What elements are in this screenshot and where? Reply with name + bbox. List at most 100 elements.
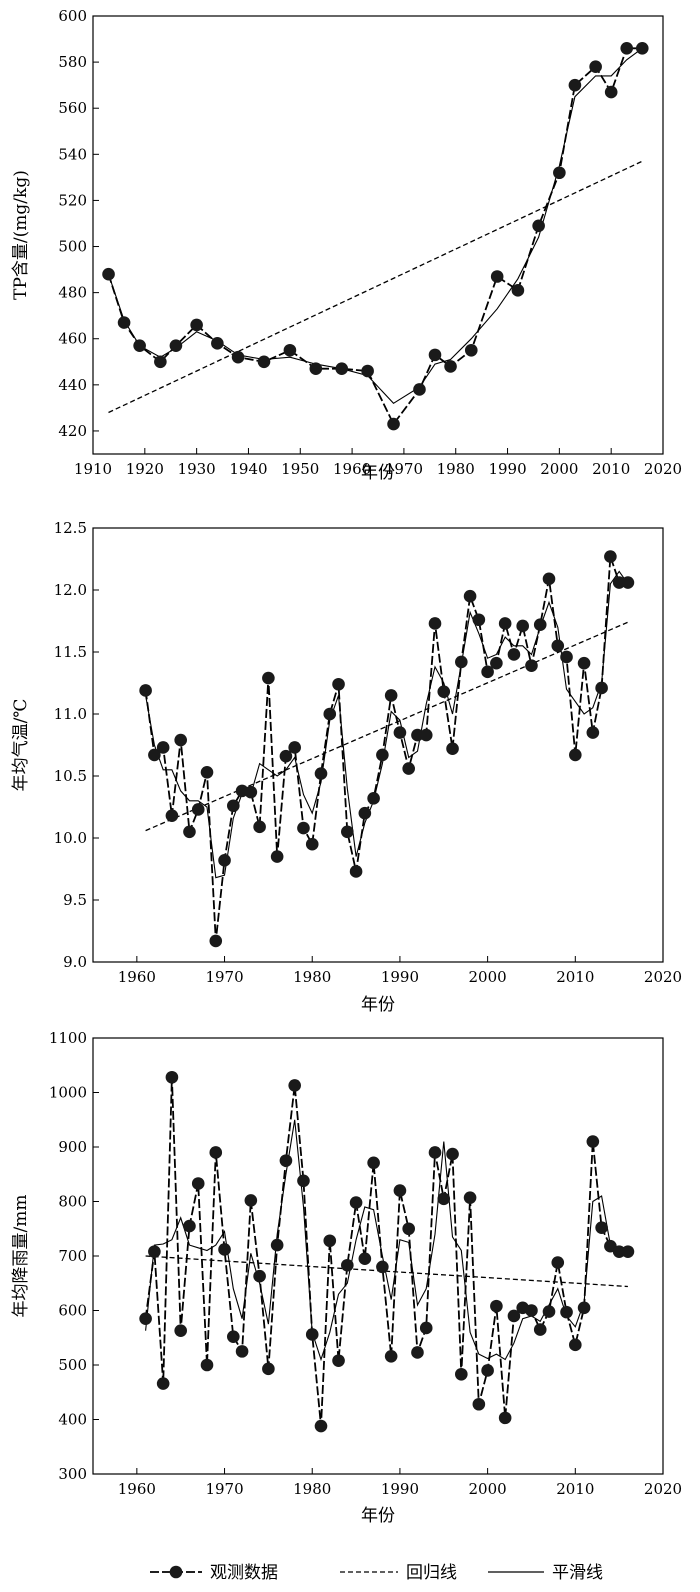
observed-point bbox=[595, 681, 608, 695]
observed-point bbox=[525, 1304, 538, 1317]
observed-point bbox=[139, 684, 152, 697]
observed-point bbox=[428, 348, 442, 362]
observed-point bbox=[279, 749, 293, 763]
observed-point bbox=[568, 78, 582, 92]
observed-point bbox=[413, 383, 426, 396]
x-tick-label: 2010 bbox=[556, 1480, 594, 1498]
observed-point bbox=[455, 655, 468, 669]
y-tick-label: 10.5 bbox=[54, 767, 87, 785]
x-tick-label: 2010 bbox=[592, 460, 630, 478]
observed-point bbox=[507, 648, 521, 661]
y-tick-label: 540 bbox=[58, 145, 87, 163]
observed-point bbox=[472, 613, 486, 627]
observed-point bbox=[620, 41, 634, 55]
y-tick-label: 480 bbox=[58, 284, 87, 302]
observed-point bbox=[257, 355, 271, 369]
x-tick-label: 1950 bbox=[281, 460, 319, 478]
observed-point bbox=[349, 865, 363, 878]
observed-point bbox=[464, 343, 478, 357]
observed-point bbox=[393, 726, 407, 739]
observed-point bbox=[463, 1191, 477, 1204]
observed-point bbox=[148, 748, 161, 762]
observed-point bbox=[384, 689, 398, 702]
observed-point bbox=[309, 362, 323, 376]
observed-point bbox=[270, 1238, 284, 1252]
observed-point bbox=[437, 1192, 451, 1206]
observed-point bbox=[335, 362, 349, 376]
observed-point bbox=[361, 364, 374, 378]
x-tick-label: 1940 bbox=[229, 460, 267, 478]
y-tick-label: 9.5 bbox=[63, 891, 87, 909]
observed-point bbox=[253, 1269, 266, 1283]
observed-point bbox=[419, 728, 433, 742]
observed-point bbox=[102, 267, 115, 281]
observed-point bbox=[533, 618, 547, 632]
observed-point bbox=[279, 1154, 293, 1167]
y-tick-label: 600 bbox=[58, 7, 87, 25]
y-axis-title: 年均气温/℃ bbox=[11, 699, 31, 792]
observed-point bbox=[148, 1245, 161, 1258]
observed-point bbox=[419, 1321, 433, 1335]
observed-point bbox=[595, 1221, 608, 1234]
x-tick-label: 2020 bbox=[644, 1480, 682, 1498]
observed-point bbox=[511, 284, 525, 297]
y-tick-label: 400 bbox=[58, 1411, 87, 1429]
y-tick-label: 520 bbox=[58, 191, 87, 209]
observed-point bbox=[139, 1312, 152, 1325]
observed-point bbox=[446, 1147, 459, 1161]
observed-point bbox=[341, 1258, 354, 1272]
x-tick-label: 1960 bbox=[333, 460, 371, 478]
observed-point bbox=[200, 765, 214, 779]
x-tick-label: 1910 bbox=[74, 460, 112, 478]
x-tick-label: 2000 bbox=[469, 968, 507, 986]
x-tick-label: 1920 bbox=[126, 460, 164, 478]
observed-point bbox=[402, 762, 415, 775]
observed-point bbox=[569, 748, 582, 762]
observed-point bbox=[183, 1219, 196, 1233]
x-tick-label: 1970 bbox=[205, 1480, 243, 1498]
y-tick-label: 900 bbox=[58, 1138, 87, 1156]
observed-point bbox=[411, 728, 424, 742]
observed-point bbox=[244, 785, 258, 799]
observed-point bbox=[490, 656, 503, 670]
observed-point bbox=[165, 1070, 179, 1084]
observed-point bbox=[604, 85, 618, 99]
observed-point bbox=[586, 1135, 600, 1148]
y-tick-label: 560 bbox=[58, 99, 87, 117]
y-tick-label: 800 bbox=[58, 1193, 87, 1211]
observed-point bbox=[262, 1362, 275, 1376]
smooth-line bbox=[107, 47, 643, 405]
plot-frame bbox=[92, 527, 664, 963]
observed-point bbox=[507, 1309, 521, 1323]
x-tick-label: 1970 bbox=[385, 460, 423, 478]
observed-point bbox=[490, 1299, 503, 1313]
observed-point bbox=[174, 1324, 187, 1337]
observed-point bbox=[117, 316, 131, 329]
y-tick-label: 460 bbox=[58, 330, 87, 348]
x-tick-label: 1980 bbox=[293, 1480, 331, 1498]
observed-point bbox=[211, 337, 224, 350]
observed-point bbox=[253, 820, 266, 834]
observed-point bbox=[612, 576, 626, 589]
y-tick-label: 11.5 bbox=[54, 643, 87, 661]
observed-point bbox=[553, 166, 566, 180]
observed-point bbox=[209, 934, 223, 948]
y-axis-title: TP含量/(mg/kg) bbox=[11, 170, 31, 300]
observed-point bbox=[323, 707, 337, 721]
x-tick-label: 1990 bbox=[381, 1480, 419, 1498]
y-tick-label: 1100 bbox=[49, 1029, 87, 1047]
observed-point bbox=[533, 1323, 547, 1336]
observed-point bbox=[169, 339, 183, 352]
y-tick-label: 10.0 bbox=[54, 829, 87, 847]
observed-point bbox=[560, 650, 573, 664]
x-tick-label: 2000 bbox=[540, 460, 578, 478]
observed-point bbox=[621, 1245, 635, 1258]
observed-point bbox=[133, 339, 146, 352]
y-tick-label: 1000 bbox=[49, 1084, 87, 1102]
observed-point bbox=[332, 677, 345, 691]
observed-point bbox=[387, 417, 400, 431]
observed-point bbox=[525, 659, 538, 672]
x-tick-label: 1970 bbox=[205, 968, 243, 986]
observed-point bbox=[621, 576, 635, 589]
observed-point bbox=[589, 60, 602, 74]
